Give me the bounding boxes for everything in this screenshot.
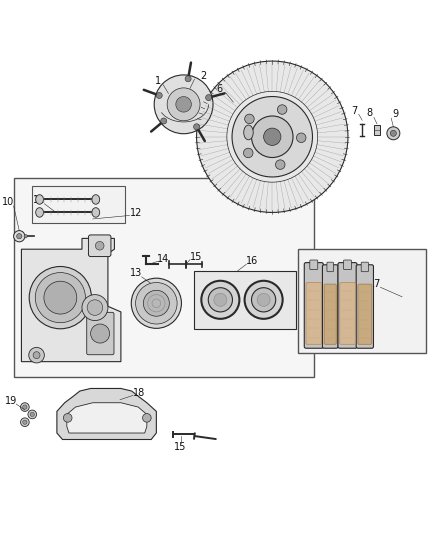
Text: 17: 17: [369, 279, 381, 289]
Circle shape: [14, 231, 25, 242]
Circle shape: [44, 281, 77, 314]
Circle shape: [167, 88, 200, 121]
Circle shape: [297, 133, 306, 142]
Circle shape: [95, 241, 104, 250]
Circle shape: [21, 418, 29, 426]
Polygon shape: [21, 238, 121, 362]
Circle shape: [161, 118, 167, 124]
Circle shape: [143, 290, 170, 316]
Circle shape: [24, 235, 28, 238]
Circle shape: [64, 414, 72, 422]
Circle shape: [276, 160, 285, 169]
FancyBboxPatch shape: [324, 284, 336, 344]
Text: 13: 13: [130, 269, 142, 278]
Text: 9: 9: [392, 109, 398, 119]
Circle shape: [214, 293, 227, 306]
Text: 8: 8: [367, 108, 373, 118]
Text: 6: 6: [216, 84, 223, 94]
Circle shape: [232, 96, 312, 177]
FancyBboxPatch shape: [358, 284, 372, 344]
Circle shape: [251, 116, 293, 158]
Circle shape: [21, 403, 29, 411]
Circle shape: [387, 127, 400, 140]
Text: 15: 15: [174, 442, 187, 453]
Circle shape: [251, 288, 276, 312]
FancyBboxPatch shape: [356, 265, 374, 348]
Circle shape: [131, 278, 181, 328]
Circle shape: [17, 233, 22, 239]
Circle shape: [208, 288, 233, 312]
Text: 15: 15: [191, 252, 203, 262]
FancyBboxPatch shape: [343, 260, 352, 270]
Text: 7: 7: [351, 106, 357, 116]
Circle shape: [91, 324, 110, 343]
Text: 16: 16: [246, 256, 258, 266]
FancyBboxPatch shape: [304, 263, 323, 348]
Ellipse shape: [35, 208, 43, 217]
Circle shape: [206, 94, 212, 101]
Circle shape: [245, 114, 254, 124]
Circle shape: [29, 348, 44, 363]
Circle shape: [156, 92, 162, 99]
Circle shape: [28, 410, 36, 419]
Circle shape: [390, 130, 396, 136]
Bar: [374, 125, 379, 135]
Circle shape: [154, 75, 213, 134]
Circle shape: [176, 96, 191, 112]
FancyBboxPatch shape: [361, 262, 368, 272]
Circle shape: [87, 300, 103, 316]
Circle shape: [142, 414, 151, 422]
Circle shape: [35, 272, 85, 322]
Polygon shape: [57, 389, 156, 440]
Ellipse shape: [35, 195, 43, 204]
FancyBboxPatch shape: [306, 282, 321, 344]
Ellipse shape: [92, 195, 100, 204]
Circle shape: [197, 61, 348, 213]
FancyBboxPatch shape: [87, 312, 114, 355]
Circle shape: [23, 405, 27, 409]
Polygon shape: [67, 403, 147, 433]
Text: 12: 12: [130, 208, 142, 218]
Circle shape: [277, 105, 287, 114]
Circle shape: [194, 124, 200, 130]
Circle shape: [23, 420, 27, 424]
FancyBboxPatch shape: [340, 282, 355, 344]
FancyBboxPatch shape: [88, 235, 111, 256]
Circle shape: [33, 352, 40, 359]
Text: 2: 2: [200, 71, 206, 81]
Circle shape: [29, 266, 92, 329]
FancyBboxPatch shape: [310, 260, 318, 270]
Circle shape: [244, 281, 283, 319]
Circle shape: [257, 293, 270, 306]
Circle shape: [201, 281, 240, 319]
Circle shape: [136, 282, 177, 324]
Ellipse shape: [244, 125, 253, 140]
Circle shape: [82, 295, 108, 320]
Text: 19: 19: [4, 397, 17, 407]
Circle shape: [264, 128, 281, 146]
FancyBboxPatch shape: [194, 271, 296, 329]
FancyBboxPatch shape: [322, 265, 338, 348]
Text: 18: 18: [133, 388, 145, 398]
Text: 11: 11: [32, 195, 45, 205]
FancyBboxPatch shape: [327, 262, 333, 272]
Circle shape: [185, 76, 191, 82]
FancyBboxPatch shape: [338, 263, 357, 348]
Ellipse shape: [92, 208, 100, 217]
Circle shape: [244, 148, 253, 158]
FancyBboxPatch shape: [298, 249, 426, 353]
FancyBboxPatch shape: [14, 178, 314, 377]
FancyBboxPatch shape: [32, 187, 125, 223]
Text: 10: 10: [2, 197, 14, 207]
Circle shape: [30, 412, 35, 417]
Text: 1: 1: [155, 76, 161, 85]
Text: 14: 14: [157, 254, 170, 264]
